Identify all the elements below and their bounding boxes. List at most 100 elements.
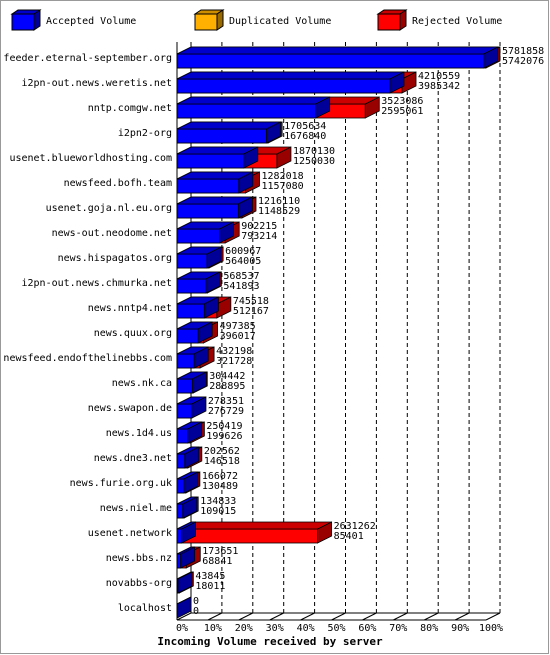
accepted-label: 109015: [200, 506, 236, 517]
x-tick: [238, 612, 254, 621]
legend-label: Rejected Volume: [412, 16, 502, 27]
x-tick: [423, 612, 439, 621]
accepted-label: 541893: [223, 281, 259, 292]
accepted-bar: [176, 146, 259, 169]
legend-swatch-side: [399, 9, 407, 31]
y-tick-label: usenet.network: [88, 528, 172, 539]
total-label: 1282018: [262, 171, 304, 182]
x-tick-label: 40%: [297, 623, 315, 634]
total-label: 5781858: [502, 46, 544, 57]
legend-swatch: [377, 13, 401, 31]
y-tick-label: feeder.eternal-september.org: [3, 53, 172, 64]
y-tick-label: news.nntp4.net: [88, 303, 172, 314]
accepted-label: 199626: [206, 431, 242, 442]
accepted-bar-face: [176, 53, 485, 69]
y-tick-label: nntp.comgw.net: [88, 103, 172, 114]
accepted-bar: [176, 496, 198, 519]
accepted-label: 0: [193, 606, 199, 617]
rejected-bar-face: [364, 96, 380, 119]
y-tick-label: i2pn-out.news.chmurka.net: [21, 278, 172, 289]
accepted-bar-face: [176, 353, 195, 369]
accepted-bar-face: [176, 128, 268, 144]
rejected-bar-face: [276, 146, 292, 169]
total-label: 2631262: [334, 521, 376, 532]
accepted-label: 793214: [241, 231, 277, 242]
legend-swatch-side: [33, 9, 41, 31]
y-tick-label: novabbs-org: [106, 578, 172, 589]
total-label: 600967: [225, 246, 261, 257]
x-tick: [207, 612, 223, 621]
accepted-label: 3985342: [418, 81, 460, 92]
legend-swatch-side: [216, 9, 224, 31]
x-tick: [485, 612, 501, 621]
rejected-bar: [176, 521, 333, 544]
accepted-bar-face: [176, 46, 499, 55]
accepted-label: 68841: [202, 556, 232, 567]
y-tick-label: i2pn-out.news.weretis.net: [21, 78, 172, 89]
y-tick-label: usenet.goja.nl.eu.org: [46, 203, 172, 214]
accepted-bar: [176, 321, 213, 344]
accepted-bar: [176, 596, 192, 619]
y-tick-label: usenet.blueworldhosting.com: [9, 153, 172, 164]
accepted-bar-face: [203, 296, 219, 319]
total-label: 134833: [200, 496, 236, 507]
rejected-bar-face: [176, 528, 319, 544]
accepted-bar-face: [176, 96, 330, 105]
accepted-bar: [176, 296, 219, 319]
x-tick: [176, 612, 192, 621]
accepted-bar-face: [181, 521, 196, 544]
accepted-bar: [176, 121, 282, 144]
x-tick: [393, 612, 408, 621]
x-tick-label: 80%: [420, 623, 438, 634]
total-label: 432198: [216, 346, 252, 357]
accepted-label: 321728: [216, 356, 252, 367]
accepted-bar-face: [176, 403, 193, 419]
accepted-label: 5742076: [502, 56, 544, 67]
accepted-bar-face: [176, 121, 281, 130]
y-tick-label: i2pn2-org: [118, 128, 172, 139]
y-tick-label: news.nk.ca: [112, 378, 172, 389]
accepted-bar-face: [176, 78, 391, 94]
accepted-bar-face: [238, 171, 254, 194]
accepted-label: 396017: [220, 331, 256, 342]
accepted-bar-face: [182, 496, 198, 519]
accepted-bar-face: [176, 178, 240, 194]
accepted-bar-face: [187, 421, 203, 444]
accepted-bar-face: [191, 396, 207, 419]
y-tick-label: news.bbs.nz: [106, 553, 172, 564]
accepted-bar-face: [176, 328, 199, 344]
legend-label: Duplicated Volume: [229, 16, 331, 27]
x-tick-label: 100%: [479, 623, 503, 634]
y-tick-label: news.niel.me: [100, 503, 172, 514]
total-label: 1216110: [258, 196, 300, 207]
accepted-bar-face: [176, 203, 239, 219]
accepted-bar: [176, 171, 254, 194]
accepted-label: 1157080: [262, 181, 304, 192]
accepted-label: 1250030: [293, 156, 335, 167]
total-label: 568537: [223, 271, 259, 282]
accepted-bar-face: [176, 596, 192, 619]
accepted-bar-face: [180, 546, 196, 569]
x-tick-label: 50%: [327, 623, 345, 634]
total-label: 3523086: [381, 96, 423, 107]
total-label: 166072: [202, 471, 238, 482]
accepted-bar-face: [176, 478, 185, 494]
x-tick-label: 0%: [176, 623, 188, 634]
accepted-bar: [176, 71, 405, 94]
x-tick-label: 10%: [204, 623, 222, 634]
accepted-label: 2595061: [381, 106, 423, 117]
accepted-label: 18011: [195, 581, 225, 592]
x-tick-label: 70%: [389, 623, 407, 634]
x-axis-title: Incoming Volume received by server: [157, 635, 383, 648]
accepted-bar-face: [176, 503, 184, 519]
total-label: 43845: [195, 571, 225, 582]
x-tick: [331, 612, 346, 621]
y-tick-label: news.furie.org.uk: [70, 478, 172, 489]
accepted-bar-face: [176, 553, 182, 569]
y-tick-label: news.dne3.net: [94, 453, 172, 464]
accepted-bar-face: [176, 71, 405, 80]
accepted-bar-face: [176, 228, 220, 244]
total-label: 745518: [233, 296, 269, 307]
total-label: 250419: [206, 421, 242, 432]
